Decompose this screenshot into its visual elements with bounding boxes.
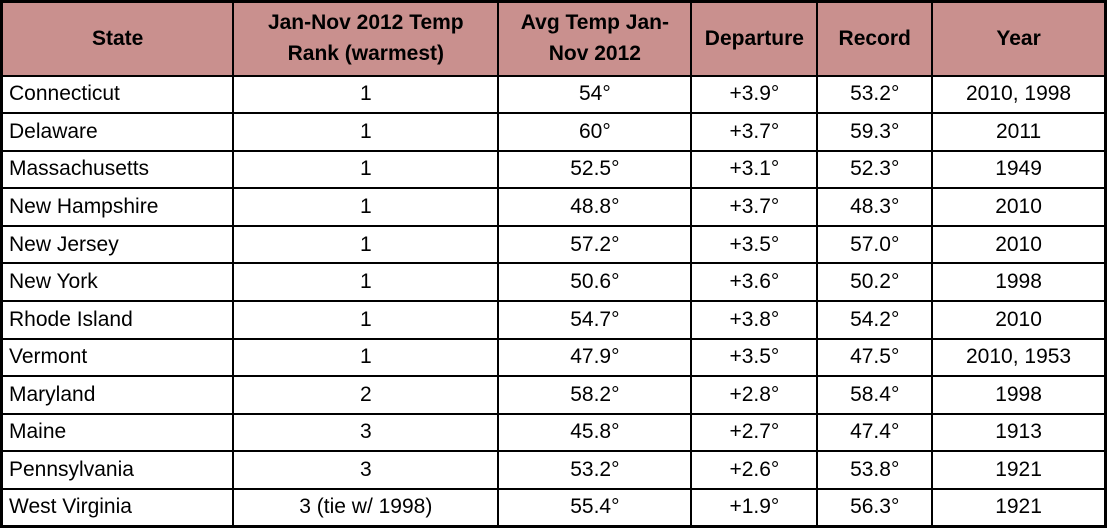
record-cell: 54.2° <box>816 299 934 340</box>
state-cell: Pennsylvania <box>0 450 235 490</box>
year-cell: 2010 <box>931 299 1107 340</box>
table-row: Connecticut 1 54° +3.9° 53.2° 2010, 1998 <box>0 74 1107 115</box>
departure-cell: +2.6° <box>690 450 819 490</box>
avg-temp-cell: 54.7° <box>497 299 693 340</box>
header-avg-temp: Avg Temp Jan- Nov 2012 <box>497 0 693 77</box>
avg-temp-cell: 60° <box>497 112 693 152</box>
state-cell: Maine <box>0 412 235 453</box>
header-departure: Departure <box>690 0 819 77</box>
table-row: New Hampshire 1 48.8° +3.7° 48.3° 2010 <box>0 187 1107 227</box>
table-row: New Jersey 1 57.2° +3.5° 57.0° 2010 <box>0 224 1107 265</box>
state-cell: West Virginia <box>0 487 235 528</box>
year-cell: 2010 <box>931 224 1107 265</box>
avg-temp-cell: 48.8° <box>497 187 693 227</box>
departure-cell: +2.8° <box>690 375 819 415</box>
record-cell: 48.3° <box>816 187 934 227</box>
departure-cell: +3.5° <box>690 224 819 265</box>
record-cell: 57.0° <box>816 224 934 265</box>
state-cell: Maryland <box>0 375 235 415</box>
rank-cell: 3 (tie w/ 1998) <box>232 487 500 528</box>
record-cell: 50.2° <box>816 262 934 302</box>
departure-cell: +3.9° <box>690 74 819 115</box>
year-cell: 2010, 1953 <box>931 337 1107 378</box>
avg-temp-cell: 58.2° <box>497 375 693 415</box>
avg-temp-cell: 52.5° <box>497 149 693 190</box>
rank-cell: 2 <box>232 375 500 415</box>
rank-cell: 1 <box>232 337 500 378</box>
rank-cell: 3 <box>232 412 500 453</box>
state-cell: Connecticut <box>0 74 235 115</box>
state-cell: Delaware <box>0 112 235 152</box>
header-row: State Jan-Nov 2012 Temp Rank (warmest) A… <box>0 0 1107 77</box>
record-cell: 53.8° <box>816 450 934 490</box>
year-cell: 1949 <box>931 149 1107 190</box>
table-row: New York 1 50.6° +3.6° 50.2° 1998 <box>0 262 1107 302</box>
departure-cell: +3.8° <box>690 299 819 340</box>
departure-cell: +3.1° <box>690 149 819 190</box>
departure-cell: +3.7° <box>690 187 819 227</box>
header-rank: Jan-Nov 2012 Temp Rank (warmest) <box>232 0 500 77</box>
table-row: Vermont 1 47.9° +3.5° 47.5° 2010, 1953 <box>0 337 1107 378</box>
record-cell: 53.2° <box>816 74 934 115</box>
state-cell: New Hampshire <box>0 187 235 227</box>
table-row: Maryland 2 58.2° +2.8° 58.4° 1998 <box>0 375 1107 415</box>
rank-cell: 1 <box>232 224 500 265</box>
year-cell: 1998 <box>931 375 1107 415</box>
departure-cell: +3.6° <box>690 262 819 302</box>
record-cell: 58.4° <box>816 375 934 415</box>
avg-temp-cell: 50.6° <box>497 262 693 302</box>
table-row: West Virginia 3 (tie w/ 1998) 55.4° +1.9° 56… <box>0 487 1107 528</box>
record-cell: 59.3° <box>816 112 934 152</box>
record-cell: 47.5° <box>816 337 934 378</box>
year-cell: 2010 <box>931 187 1107 227</box>
rank-cell: 1 <box>232 299 500 340</box>
rank-cell: 1 <box>232 262 500 302</box>
departure-cell: +3.7° <box>690 112 819 152</box>
departure-cell: +1.9° <box>690 487 819 528</box>
header-state: State <box>0 0 235 77</box>
avg-temp-cell: 45.8° <box>497 412 693 453</box>
departure-cell: +3.5° <box>690 337 819 378</box>
record-cell: 56.3° <box>816 487 934 528</box>
table-row: Rhode Island 1 54.7° +3.8° 54.2° 2010 <box>0 299 1107 340</box>
record-cell: 52.3° <box>816 149 934 190</box>
avg-temp-cell: 54° <box>497 74 693 115</box>
header-record: Record <box>816 0 934 77</box>
state-cell: New Jersey <box>0 224 235 265</box>
departure-cell: +2.7° <box>690 412 819 453</box>
rank-cell: 1 <box>232 149 500 190</box>
table-row: Maine 3 45.8° +2.7° 47.4° 1913 <box>0 412 1107 453</box>
table-row: Massachusetts 1 52.5° +3.1° 52.3° 1949 <box>0 149 1107 190</box>
table-header: State Jan-Nov 2012 Temp Rank (warmest) A… <box>0 0 1107 77</box>
rank-cell: 1 <box>232 112 500 152</box>
year-cell: 1921 <box>931 487 1107 528</box>
table-row: Pennsylvania 3 53.2° +2.6° 53.8° 1921 <box>0 450 1107 490</box>
avg-temp-cell: 57.2° <box>497 224 693 265</box>
year-cell: 1913 <box>931 412 1107 453</box>
year-cell: 2010, 1998 <box>931 74 1107 115</box>
table-body: Connecticut 1 54° +3.9° 53.2° 2010, 1998 Delaw… <box>0 74 1107 528</box>
table-row: Delaware 1 60° +3.7° 59.3° 2011 <box>0 112 1107 152</box>
record-cell: 47.4° <box>816 412 934 453</box>
state-cell: Rhode Island <box>0 299 235 340</box>
state-cell: New York <box>0 262 235 302</box>
rank-cell: 3 <box>232 450 500 490</box>
year-cell: 1998 <box>931 262 1107 302</box>
avg-temp-cell: 55.4° <box>497 487 693 528</box>
year-cell: 2011 <box>931 112 1107 152</box>
header-year: Year <box>931 0 1107 77</box>
rank-cell: 1 <box>232 74 500 115</box>
avg-temp-cell: 53.2° <box>497 450 693 490</box>
rank-cell: 1 <box>232 187 500 227</box>
year-cell: 1921 <box>931 450 1107 490</box>
state-cell: Vermont <box>0 337 235 378</box>
avg-temp-cell: 47.9° <box>497 337 693 378</box>
state-cell: Massachusetts <box>0 149 235 190</box>
